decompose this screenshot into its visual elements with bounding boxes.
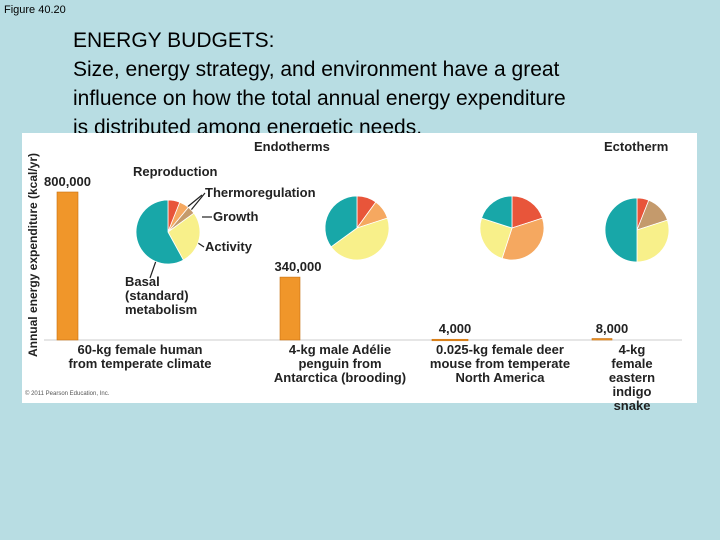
bar	[56, 191, 79, 341]
pie-slice	[501, 217, 545, 261]
category-label: 60-kg female human from temperate climat…	[68, 342, 212, 371]
slice-label: Activity	[205, 239, 252, 254]
figure: © 2011 Pearson Education, Inc. Annual en…	[22, 133, 697, 413]
bar	[591, 338, 613, 341]
pie-slice	[167, 212, 201, 261]
category-label: 4-kg male Adélie penguin from Antarctica…	[273, 342, 407, 385]
value-label: 340,000	[274, 259, 322, 275]
slice-label: Growth	[213, 209, 259, 224]
slice-label: Basal (standard) metabolism	[125, 274, 198, 317]
pie-slice	[330, 217, 390, 261]
group-label: Endotherms	[254, 139, 330, 154]
category-label: 0.025-kg female deer mouse from temperat…	[429, 342, 571, 385]
copyright: © 2011 Pearson Education, Inc.	[25, 391, 110, 397]
bar	[431, 338, 469, 342]
value-label: 4,000	[438, 321, 472, 337]
slide-body: Size, energy strategy, and environment h…	[73, 58, 566, 139]
pie-slice	[636, 219, 670, 263]
figure-label: Figure 40.20	[4, 4, 66, 16]
slice-label: Reproduction	[133, 164, 218, 179]
value-label: 8,000	[595, 320, 629, 336]
pie-slice	[479, 217, 513, 259]
category-label: 4-kg female eastern indigo snake	[608, 342, 656, 413]
slide-title: ENERGY BUDGETS:	[73, 29, 275, 52]
pie-slice	[135, 199, 184, 265]
group-label: Ectotherm	[604, 139, 669, 154]
bar	[279, 276, 301, 341]
pie-slice	[481, 195, 513, 229]
y-axis-label: Annual energy expenditure (kcal/yr)	[26, 152, 40, 358]
value-label: 800,000	[44, 174, 91, 189]
pie-slice	[511, 195, 543, 229]
slice-label: Thermoregulation	[205, 185, 316, 200]
pie-slice	[604, 197, 638, 263]
figure-graphics	[44, 191, 682, 342]
pie-slice	[324, 195, 358, 248]
